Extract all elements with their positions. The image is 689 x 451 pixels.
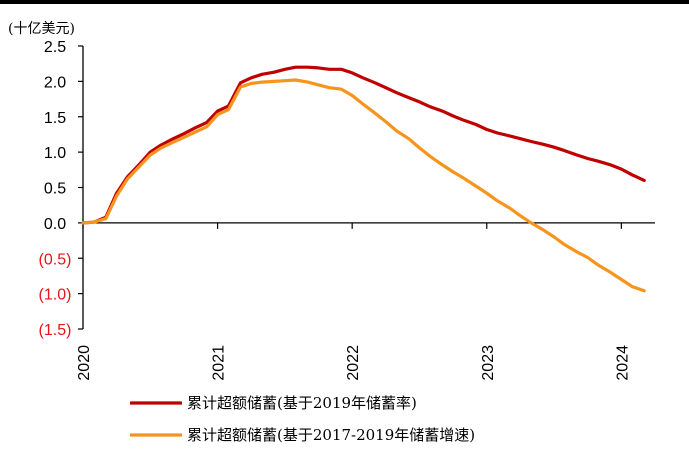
top-rule — [0, 0, 689, 4]
y-tick-label: 1.5 — [44, 110, 66, 127]
y-tick-label: 2.0 — [44, 74, 66, 91]
y-axis: 2.5 2.0 1.5 1.0 0.5 0.0 (0.5) (1.0) (1.5) — [39, 39, 84, 339]
legend: 累计超额储蓄(基于2019年储蓄率) 累计超额储蓄(基于2017-2019年储蓄增… — [130, 394, 475, 444]
x-tick-label: 2024 — [614, 345, 631, 381]
x-axis: 2020 2021 2022 2023 2024 — [76, 222, 655, 381]
x-tick-label: 2021 — [211, 345, 228, 381]
series-layer — [81, 65, 646, 293]
series-line-2 — [81, 78, 646, 293]
x-tick-label: 2023 — [480, 345, 497, 381]
legend-label: 累计超额储蓄(基于2019年储蓄率) — [187, 394, 417, 412]
x-tick-label: 2020 — [76, 345, 93, 381]
y-tick-label: 2.5 — [44, 39, 66, 56]
legend-label: 累计超额储蓄(基于2017-2019年储蓄增速) — [187, 426, 475, 444]
y-tick-label: (0.5) — [39, 251, 72, 268]
y-tick-label: (1.5) — [39, 322, 72, 339]
x-tick-label: 2022 — [345, 345, 362, 381]
y-tick-label: (1.0) — [39, 287, 72, 304]
series-line-1 — [81, 65, 646, 225]
y-tick-label: 0.5 — [44, 181, 66, 198]
y-tick-label: 1.0 — [44, 145, 66, 162]
y-tick-label: 0.0 — [44, 216, 66, 233]
unit-label: (十亿美元) — [8, 21, 75, 37]
